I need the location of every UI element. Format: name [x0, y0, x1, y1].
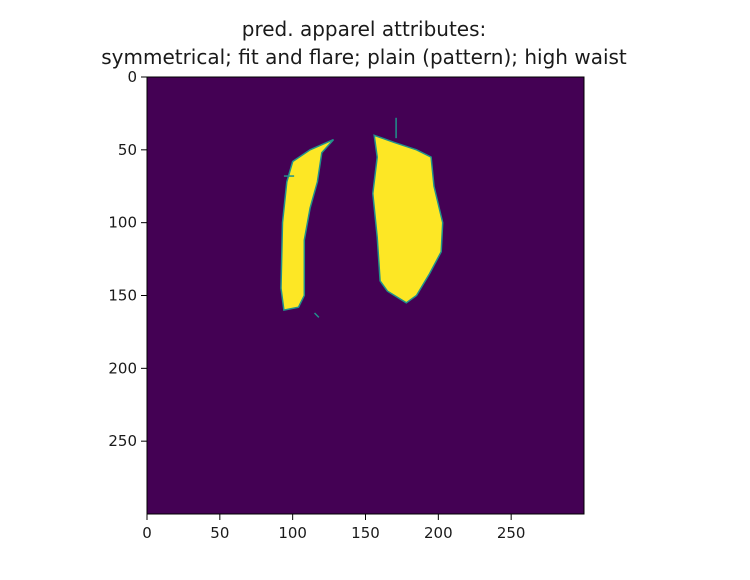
plot-area	[147, 77, 584, 514]
chart-title: pred. apparel attributes:	[242, 17, 487, 41]
x-tick-label: 200	[424, 524, 453, 542]
y-axis: 0 50 100 150 200 250	[108, 68, 147, 450]
y-tick-label: 250	[108, 432, 137, 450]
x-tick-label: 100	[278, 524, 307, 542]
image-background	[147, 77, 584, 514]
x-tick-label: 250	[497, 524, 526, 542]
y-tick-label: 100	[108, 214, 137, 232]
x-tick-label: 50	[210, 524, 229, 542]
chart-subtitle: symmetrical; fit and flare; plain (patte…	[101, 45, 627, 69]
x-tick-label: 0	[142, 524, 152, 542]
y-tick-label: 150	[108, 287, 137, 305]
x-tick-label: 150	[351, 524, 380, 542]
x-axis: 0 50 100 150 200 250	[142, 514, 525, 542]
y-tick-label: 0	[127, 68, 137, 86]
y-tick-label: 200	[108, 359, 137, 377]
y-tick-label: 50	[118, 141, 137, 159]
